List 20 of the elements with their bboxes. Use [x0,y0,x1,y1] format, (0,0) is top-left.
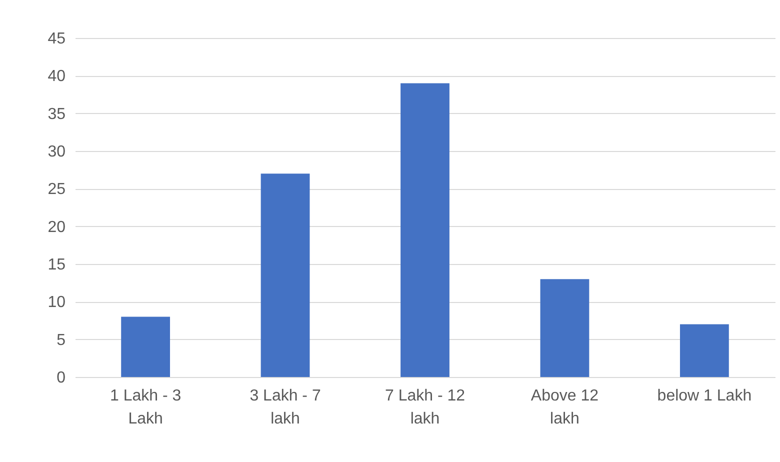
y-tick-label: 40 [48,68,66,86]
x-tick-label: 7 Lakh - 12 lakh [384,388,466,428]
x-tick-label: Above 12 lakh [530,388,599,428]
bar [400,83,450,377]
y-tick-label: 25 [48,181,66,198]
bar [680,324,729,377]
y-tick-label: 30 [48,144,66,160]
y-tick-label: 20 [48,218,66,236]
bar [540,279,590,377]
y-tick-label: 0 [56,370,66,386]
y-tick-label: 35 [48,106,66,123]
x-tick-label: below 1 Lakh [657,388,752,404]
x-tick-label: 3 Lakh - 7 lakh [250,388,321,428]
y-tick-label: 10 [48,294,66,312]
bar [260,174,310,377]
y-tick-label: 15 [48,256,66,274]
bar [121,316,170,377]
y-tick-label: 45 [48,30,66,48]
x-tick-label: 1 Lakh - 3 Lakh [110,388,182,428]
y-tick-label: 5 [56,332,66,349]
